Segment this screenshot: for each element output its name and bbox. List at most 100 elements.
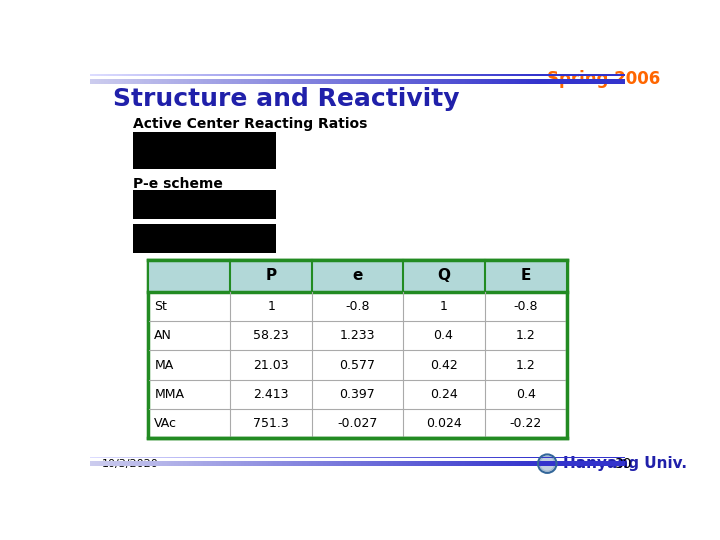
Bar (259, 457, 261, 458)
Bar (492, 457, 495, 458)
Bar (359, 79, 361, 84)
Bar (289, 74, 291, 76)
Bar (261, 461, 264, 466)
Bar (535, 461, 537, 466)
Bar (505, 457, 508, 458)
Bar (356, 74, 359, 76)
Bar (291, 461, 293, 466)
Bar (169, 457, 171, 458)
Bar (120, 461, 122, 466)
Bar (174, 457, 176, 458)
Bar (309, 79, 311, 84)
Bar (264, 74, 266, 76)
Bar (537, 79, 539, 84)
Bar (523, 461, 526, 466)
Bar (465, 79, 467, 84)
Bar (438, 457, 440, 458)
Bar (287, 79, 289, 84)
Bar (201, 74, 203, 76)
Bar (156, 74, 158, 76)
Bar (185, 457, 187, 458)
Bar (465, 74, 467, 76)
Bar (528, 74, 531, 76)
Bar (92, 461, 94, 466)
Bar (255, 461, 257, 466)
Bar (528, 79, 531, 84)
Bar (237, 79, 239, 84)
Bar (526, 74, 528, 76)
Bar (510, 79, 513, 84)
Bar (239, 457, 241, 458)
Bar (445, 79, 447, 84)
Bar (350, 457, 352, 458)
Bar (348, 74, 350, 76)
Bar (447, 79, 449, 84)
Bar (266, 457, 269, 458)
Bar (384, 457, 386, 458)
Bar (199, 79, 201, 84)
Bar (128, 461, 130, 466)
Bar (539, 79, 625, 84)
Bar (499, 457, 501, 458)
Bar (271, 457, 273, 458)
Bar (327, 74, 330, 76)
Bar (481, 461, 483, 466)
Bar (153, 74, 156, 76)
Bar (370, 74, 372, 76)
Bar (135, 79, 138, 84)
Bar (359, 461, 361, 466)
Bar (169, 461, 171, 466)
Bar (438, 74, 440, 76)
Bar (102, 79, 104, 84)
Bar (469, 461, 472, 466)
Bar (348, 457, 350, 458)
Bar (487, 74, 490, 76)
Bar (392, 79, 395, 84)
Bar (273, 461, 275, 466)
Bar (135, 74, 138, 76)
Bar (359, 457, 361, 458)
Bar (449, 461, 451, 466)
Bar (456, 457, 458, 458)
Bar (499, 461, 501, 466)
Bar (130, 461, 133, 466)
Bar (442, 461, 445, 466)
Bar (251, 457, 253, 458)
Bar (320, 457, 323, 458)
Bar (300, 461, 302, 466)
Bar (160, 79, 162, 84)
Bar (400, 79, 402, 84)
Bar (295, 79, 298, 84)
Bar (217, 457, 219, 458)
Bar (404, 79, 406, 84)
Bar (332, 457, 334, 458)
Text: MMA: MMA (154, 388, 184, 401)
Text: AN: AN (154, 329, 172, 342)
Bar (176, 457, 178, 458)
Bar (503, 74, 505, 76)
Bar (257, 457, 259, 458)
Bar (431, 457, 433, 458)
Bar (160, 461, 162, 466)
Bar (325, 461, 327, 466)
Bar (112, 461, 115, 466)
Bar (485, 457, 487, 458)
Bar (115, 457, 117, 458)
Bar (192, 457, 194, 458)
Bar (314, 461, 316, 466)
Bar (418, 74, 420, 76)
Bar (257, 461, 259, 466)
Bar (526, 461, 528, 466)
Bar (469, 457, 472, 458)
Text: 0.397: 0.397 (340, 388, 375, 401)
Bar (354, 74, 356, 76)
Bar (379, 79, 382, 84)
Bar (379, 74, 382, 76)
Bar (194, 74, 196, 76)
Bar (271, 461, 273, 466)
Bar (291, 79, 293, 84)
Bar (325, 457, 327, 458)
Bar (128, 457, 130, 458)
Bar (189, 74, 192, 76)
Bar (436, 457, 438, 458)
